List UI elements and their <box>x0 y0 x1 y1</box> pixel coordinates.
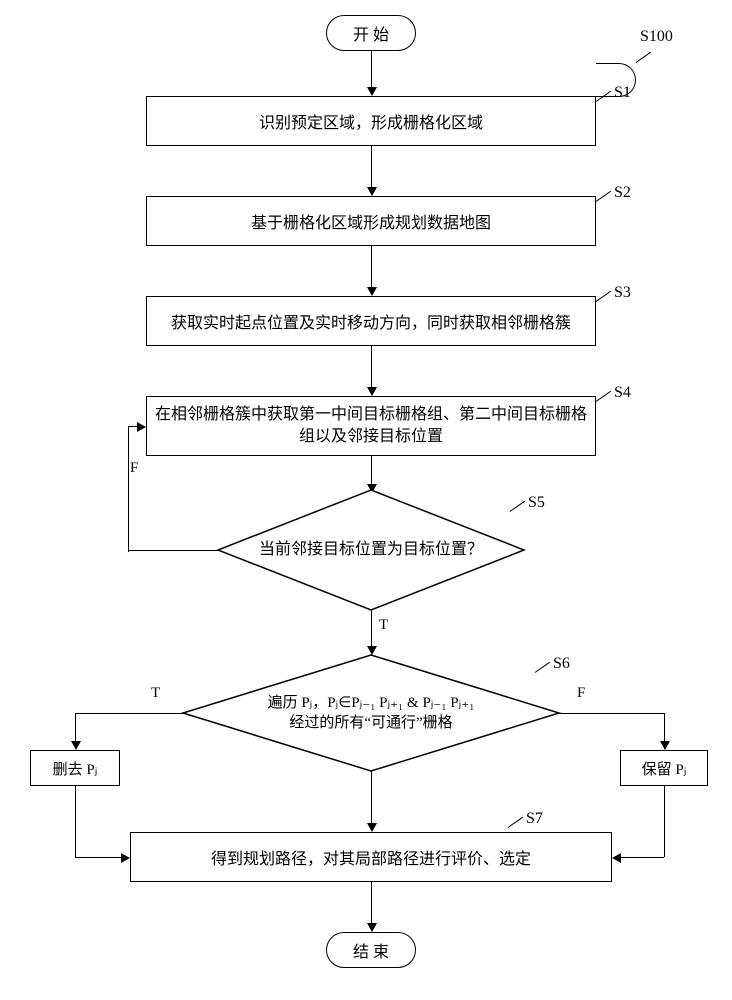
edge-s6-keep-h <box>559 713 664 714</box>
edge-del-s7-v <box>75 786 76 857</box>
s4-tag: S4 <box>614 384 631 402</box>
edge-s1-s2 <box>371 146 372 188</box>
s7-node: 得到规划路径，对其局部路径进行评价、选定 <box>130 832 612 882</box>
edge-del-s7-h <box>75 857 122 858</box>
edge-s2-s3-head <box>367 287 377 296</box>
s2-tag-line <box>596 191 611 202</box>
edge-start-s1-head <box>367 87 377 96</box>
edge-s3-s4-head <box>367 387 377 396</box>
s3-node: 获取实时起点位置及实时移动方向，同时获取相邻栅格簇 <box>146 296 596 346</box>
start-node: 开 始 <box>326 15 416 51</box>
s100-label: S100 <box>640 28 673 46</box>
edge-s5-f-head <box>137 422 146 432</box>
edge-s6-s7 <box>371 771 372 824</box>
s6-t-label: T <box>151 685 160 702</box>
edge-s6-keep-head <box>660 741 670 750</box>
s100-leader <box>636 52 651 63</box>
s7-tag: S7 <box>526 810 543 828</box>
edge-s5-f-v <box>128 426 129 552</box>
delete-pj-node: 删去 Pⱼ <box>30 750 120 786</box>
s2-node: 基于栅格化区域形成规划数据地图 <box>146 196 596 246</box>
s3-tag-line <box>596 291 611 302</box>
edge-keep-s7-head <box>612 853 621 863</box>
s7-tag-line <box>508 817 523 828</box>
end-node: 结 束 <box>326 932 416 968</box>
s5-f-label: F <box>130 460 138 477</box>
flowchart-container: S100 开 始 识别预定区域，形成栅格化区域 S1 基于栅格化区域形成规划数据… <box>0 0 732 1000</box>
edge-s1-s2-head <box>367 187 377 196</box>
s6-node <box>183 655 559 771</box>
s5-tag: S5 <box>528 494 545 512</box>
edge-start-s1 <box>371 51 372 88</box>
edge-keep-s7-h <box>620 857 664 858</box>
s1-tag: S1 <box>614 84 631 102</box>
edge-s5-f-h <box>128 550 218 551</box>
edge-s6-s7-head <box>367 823 377 832</box>
edge-s6-keep-v <box>664 713 665 743</box>
edge-s2-s3 <box>371 246 372 288</box>
edge-s5-s6-head <box>367 646 377 655</box>
s5-t-label: T <box>379 617 388 634</box>
edge-s4-s5 <box>371 456 372 486</box>
s1-node: 识别预定区域，形成栅格化区域 <box>146 96 596 146</box>
edge-s6-del-head <box>71 741 81 750</box>
edge-s7-end-head <box>367 923 377 932</box>
edge-del-s7-head <box>121 853 130 863</box>
edge-s5-s6 <box>371 610 372 648</box>
s3-tag: S3 <box>614 284 631 302</box>
s6-tag: S6 <box>553 655 570 673</box>
edge-s6-del-h <box>75 713 183 714</box>
edge-s3-s4 <box>371 346 372 388</box>
edge-s6-del-v <box>75 713 76 743</box>
s4-tag-line <box>596 391 611 402</box>
s4-node: 在相邻栅格簇中获取第一中间目标栅格组、第二中间目标栅格组以及邻接目标位置 <box>146 396 596 456</box>
edge-keep-s7-v <box>664 786 665 857</box>
s5-node <box>218 490 524 610</box>
edge-s7-end <box>371 882 372 924</box>
keep-pj-node: 保留 Pⱼ <box>620 750 708 786</box>
s2-tag: S2 <box>614 184 631 202</box>
s6-f-label: F <box>577 685 585 702</box>
